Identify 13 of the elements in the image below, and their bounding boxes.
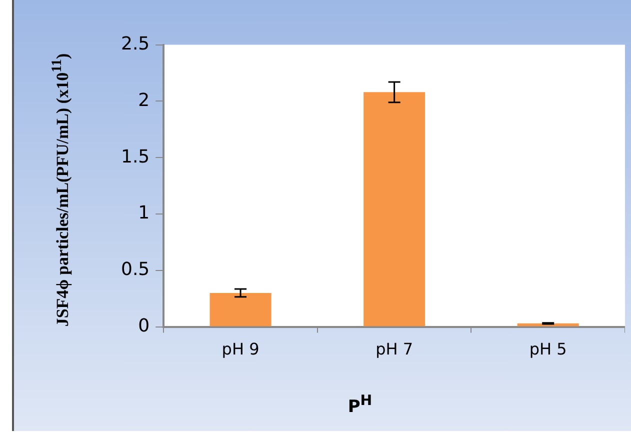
y-tick-label: 2 — [138, 90, 150, 111]
x-tick-label: pH 9 — [222, 340, 260, 359]
bar — [517, 323, 579, 326]
bar — [364, 92, 426, 326]
y-tick-label: 1 — [138, 202, 150, 224]
y-tick-label: 0.5 — [120, 259, 150, 280]
x-tick-label: pH 5 — [529, 340, 567, 359]
y-tick-label: 1.5 — [120, 146, 150, 168]
bar — [210, 292, 272, 326]
y-tick-label: 0 — [138, 315, 150, 336]
x-tick-label: pH 7 — [376, 340, 414, 359]
y-tick-label: 2.5 — [120, 33, 150, 54]
x-axis-title: P$^{H}$ — [348, 393, 372, 417]
